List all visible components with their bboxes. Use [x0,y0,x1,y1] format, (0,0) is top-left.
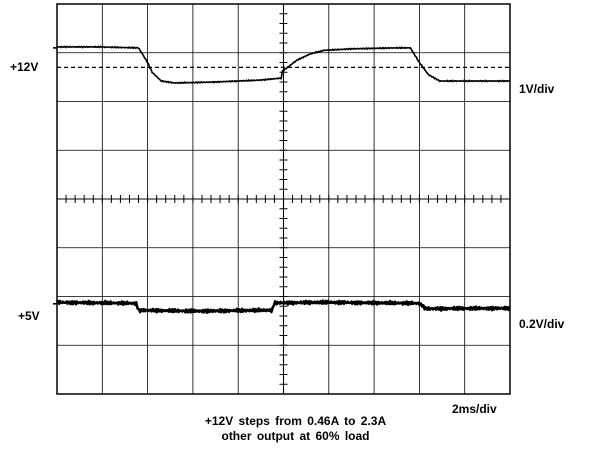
traces [55,45,511,314]
caption-line-2: other output at 60% load [221,429,370,443]
caption-line-1: +12V steps from 0.46A to 2.3A [204,414,387,428]
trace-5v [55,299,511,314]
ch1-scale-label: 1V/div [519,82,555,96]
graticule-grid [56,3,511,395]
reference-lines [53,47,510,305]
trace-12v [56,45,511,85]
ch2-scale-label: 0.2V/div [519,317,565,331]
ch2-level-label: +5V [18,309,40,323]
time-scale-label: 2ms/div [452,402,497,416]
ch1-level-label: +12V [10,60,39,74]
